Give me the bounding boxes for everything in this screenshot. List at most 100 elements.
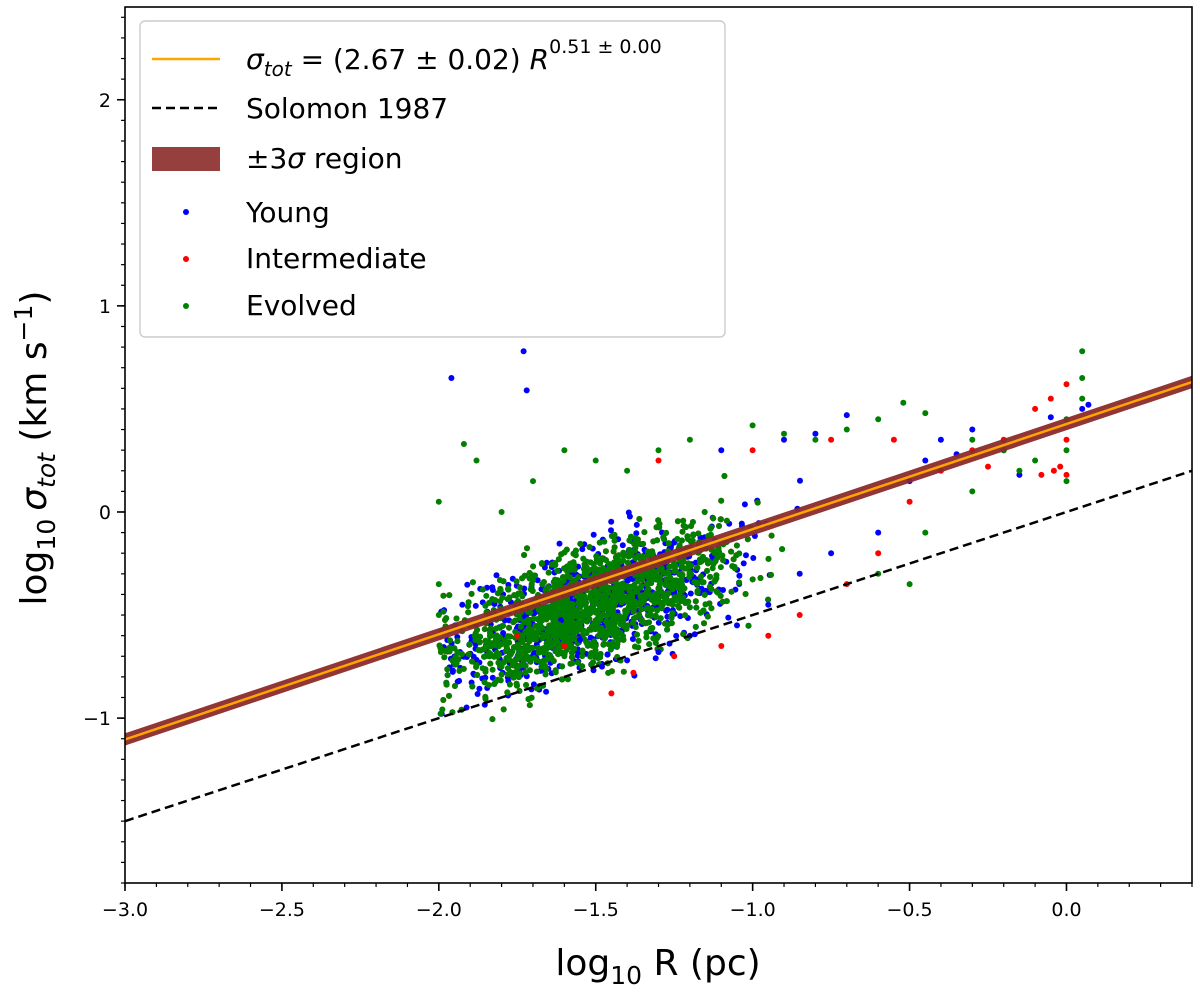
evolved-cloud-point xyxy=(579,653,586,659)
young-cloud-point xyxy=(521,585,528,592)
evolved-cloud-point xyxy=(597,627,604,634)
young-cloud-point xyxy=(556,540,563,547)
evolved-point xyxy=(1032,457,1039,464)
legend-band-label: ±3σ region xyxy=(246,142,402,175)
evolved-cloud-point xyxy=(440,608,447,615)
evolved-cloud-point xyxy=(721,473,728,479)
intermediate-point xyxy=(906,498,913,505)
evolved-cloud-point xyxy=(643,629,650,636)
evolved-cloud-point xyxy=(597,654,604,661)
intermediate-point xyxy=(765,632,772,639)
evolved-cloud-point xyxy=(695,530,702,537)
intermediate-point xyxy=(608,690,615,697)
evolved-cloud-point xyxy=(504,645,511,652)
evolved-cloud-point xyxy=(628,533,634,540)
evolved-cloud-point xyxy=(692,623,699,630)
young-cloud-point xyxy=(687,590,694,597)
evolved-cloud-point xyxy=(436,642,443,649)
young-point xyxy=(812,430,819,437)
x-tick-label: −3.0 xyxy=(102,899,148,921)
x-tick-label: −2.0 xyxy=(416,899,462,921)
evolved-cloud-point xyxy=(674,518,681,525)
evolved-point xyxy=(922,410,929,417)
evolved-cloud-point xyxy=(609,641,615,648)
evolved-cloud-point xyxy=(538,608,545,615)
evolved-cloud-point xyxy=(650,635,657,642)
young-cloud-point xyxy=(797,477,803,484)
evolved-cloud-point xyxy=(465,599,472,606)
evolved-cloud-point xyxy=(663,570,670,577)
evolved-cloud-point xyxy=(539,662,546,669)
evolved-cloud-point xyxy=(526,575,533,582)
evolved-cloud-point xyxy=(597,557,604,564)
evolved-cloud-point xyxy=(678,577,685,584)
evolved-cloud-point xyxy=(647,605,654,612)
evolved-cloud-point xyxy=(535,649,542,656)
evolved-cloud-point xyxy=(632,555,639,562)
young-cloud-point xyxy=(725,614,732,621)
evolved-cloud-point xyxy=(568,654,575,661)
evolved-cloud-point xyxy=(440,697,447,703)
young-cloud-point xyxy=(531,649,538,656)
evolved-cloud-point xyxy=(602,548,609,555)
evolved-cloud-point xyxy=(652,639,659,646)
evolved-cloud-point xyxy=(483,592,490,599)
legend-intermediate-marker xyxy=(183,256,189,262)
evolved-cloud-point xyxy=(701,509,708,515)
young-cloud-point xyxy=(472,602,479,609)
evolved-cloud-point xyxy=(533,668,540,675)
intermediate-point xyxy=(1063,381,1070,388)
evolved-cloud-point xyxy=(592,643,598,650)
evolved-cloud-point xyxy=(580,555,587,562)
evolved-cloud-point xyxy=(635,601,642,608)
evolved-cloud-point xyxy=(455,656,462,663)
x-tick-label: −0.5 xyxy=(886,899,932,921)
evolved-cloud-point xyxy=(582,596,589,603)
evolved-cloud-point xyxy=(524,653,531,660)
young-point xyxy=(1085,401,1092,408)
legend-evolved-marker xyxy=(183,303,189,309)
intermediate-point xyxy=(828,436,835,443)
evolved-point xyxy=(749,422,756,429)
evolved-cloud-point xyxy=(516,615,523,622)
evolved-cloud-point xyxy=(492,597,499,604)
evolved-cloud-point xyxy=(497,577,503,584)
young-cloud-point xyxy=(489,584,496,591)
evolved-cloud-point xyxy=(647,626,654,633)
young-point xyxy=(765,601,772,608)
evolved-cloud-point xyxy=(576,595,583,602)
evolved-cloud-point xyxy=(663,576,670,583)
evolved-cloud-point xyxy=(492,637,499,644)
evolved-cloud-point xyxy=(656,566,663,573)
evolved-cloud-point xyxy=(575,574,582,581)
evolved-point xyxy=(1079,375,1086,381)
evolved-cloud-point xyxy=(696,556,703,563)
evolved-cloud-point xyxy=(710,515,717,522)
evolved-point xyxy=(435,612,442,618)
young-cloud-point xyxy=(454,678,461,685)
evolved-cloud-point xyxy=(513,680,520,687)
evolved-cloud-point xyxy=(453,615,460,622)
evolved-cloud-point xyxy=(648,593,655,600)
evolved-cloud-point xyxy=(489,666,496,673)
evolved-cloud-point xyxy=(611,531,618,538)
evolved-cloud-point xyxy=(511,669,518,676)
evolved-cloud-point xyxy=(681,585,688,592)
evolved-cloud-point xyxy=(441,654,448,661)
evolved-cloud-point xyxy=(615,552,622,559)
evolved-cloud-point xyxy=(635,644,642,651)
young-cloud-point xyxy=(534,577,541,584)
young-cloud-point xyxy=(464,581,471,588)
young-cloud-point xyxy=(629,636,636,642)
evolved-cloud-point xyxy=(708,586,715,592)
evolved-cloud-point xyxy=(644,612,651,619)
evolved-cloud-point xyxy=(658,588,664,595)
evolved-cloud-point xyxy=(708,605,715,612)
evolved-cloud-point xyxy=(519,637,526,644)
evolved-cloud-point xyxy=(620,668,627,675)
evolved-cloud-point xyxy=(559,623,565,630)
y-tick-label: 0 xyxy=(99,502,111,524)
evolved-cloud-point xyxy=(611,544,618,551)
intermediate-point xyxy=(890,436,897,443)
evolved-cloud-point xyxy=(595,632,602,639)
